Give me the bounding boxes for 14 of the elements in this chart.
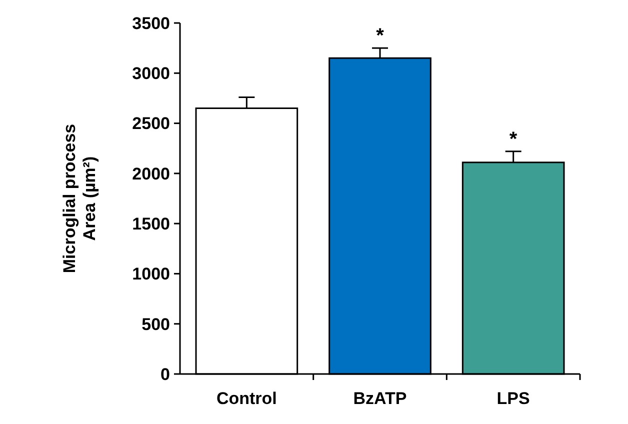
y-tick-label: 1500 [132,214,170,234]
y-tick-label: 2500 [132,114,170,134]
y-axis-title: Microglial process Area (µm²) [60,124,100,274]
x-tick-label: Control [216,389,277,408]
annotation: * [376,25,384,48]
y-tick-label: 2000 [132,164,170,184]
x-tick-label: LPS [496,389,530,408]
y-tick-label: 0 [160,364,170,384]
x-tick-label: BzATP [353,389,407,408]
y-tick-label: 3000 [132,64,170,84]
y-tick-label: 500 [142,314,170,334]
y-tick-label: 3500 [132,14,170,33]
annotation: * [509,128,518,150]
y-tick-label: 1000 [132,264,170,284]
